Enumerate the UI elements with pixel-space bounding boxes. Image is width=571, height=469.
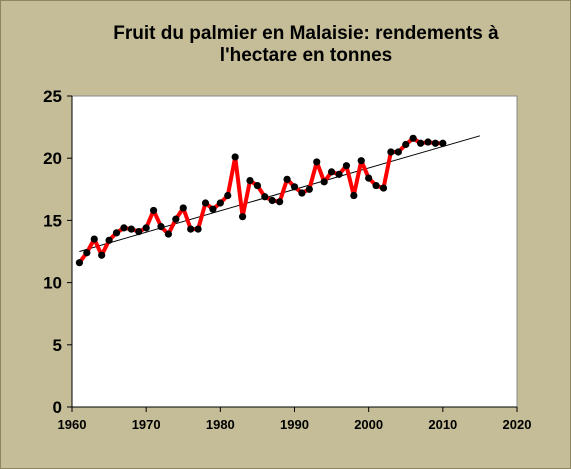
data-point	[342, 162, 351, 170]
data-point	[127, 225, 135, 233]
data-point	[372, 181, 380, 190]
y-tick-label: 5	[53, 336, 62, 355]
data-point	[120, 224, 128, 232]
x-tick-label: 1970	[132, 417, 161, 432]
data-point	[224, 191, 232, 200]
data-point	[276, 198, 284, 206]
chart-title-line-1: Fruit du palmier en Malaisie: rendements…	[113, 23, 499, 44]
data-point	[201, 199, 210, 207]
data-point	[83, 249, 91, 257]
data-point	[142, 224, 150, 232]
x-tick-label: 2020	[503, 417, 532, 432]
data-point	[290, 183, 299, 191]
data-point	[298, 189, 306, 197]
data-point	[149, 206, 158, 215]
data-point	[394, 148, 402, 156]
y-tick-label: 0	[53, 398, 62, 417]
data-point	[157, 223, 165, 231]
data-point	[246, 176, 254, 185]
data-point	[327, 168, 336, 176]
data-point	[431, 139, 440, 147]
data-point	[164, 230, 173, 238]
data-point	[238, 213, 247, 221]
data-point	[209, 205, 217, 213]
data-point	[350, 191, 358, 200]
data-point	[402, 140, 410, 149]
data-point	[305, 185, 313, 193]
data-point	[231, 153, 239, 161]
x-tick-label: 1980	[206, 417, 235, 432]
data-point	[75, 259, 84, 267]
y-tick-label: 25	[43, 87, 62, 106]
data-point	[268, 196, 276, 205]
data-point	[379, 184, 388, 192]
chart-title-line-2: l'hectare en tonnes	[219, 45, 393, 66]
data-point	[194, 225, 202, 233]
plot-area	[71, 95, 518, 408]
data-point	[365, 174, 373, 182]
trend-line-group	[79, 135, 481, 252]
data-point	[187, 225, 195, 233]
data-point	[90, 235, 98, 243]
data-point	[98, 251, 106, 259]
data-point	[135, 227, 143, 236]
chart-title: Fruit du palmier en Malaisie: rendements…	[61, 23, 551, 67]
x-tick-label: 1960	[58, 417, 87, 432]
x-tick-label: 2000	[354, 417, 383, 432]
data-point	[357, 157, 365, 165]
y-tick-label: 15	[43, 211, 62, 230]
data-point	[409, 134, 417, 142]
axes	[67, 95, 518, 412]
data-point	[253, 181, 262, 190]
markers-group	[75, 134, 447, 267]
y-tick-label: 10	[43, 274, 62, 293]
x-tick-label: 1990	[280, 417, 309, 432]
data-point	[172, 215, 180, 223]
data-point	[335, 170, 343, 178]
data-point	[416, 139, 425, 147]
x-tick-label: 2010	[428, 417, 457, 432]
data-point	[439, 139, 447, 147]
trend-line	[79, 135, 481, 252]
tick-labels: 0 5 10 15 20 25 1960 1970 1980 1990 2000 2010 2020	[43, 87, 531, 432]
data-point	[216, 199, 224, 207]
data-point	[283, 175, 291, 183]
y-tick-label: 20	[43, 149, 62, 168]
data-point	[320, 178, 328, 186]
data-point	[387, 148, 395, 156]
data-point	[313, 158, 321, 166]
data-point	[179, 204, 187, 212]
data-point	[261, 193, 269, 201]
data-point	[424, 138, 432, 146]
data-point	[112, 229, 121, 237]
data-point	[105, 236, 113, 244]
